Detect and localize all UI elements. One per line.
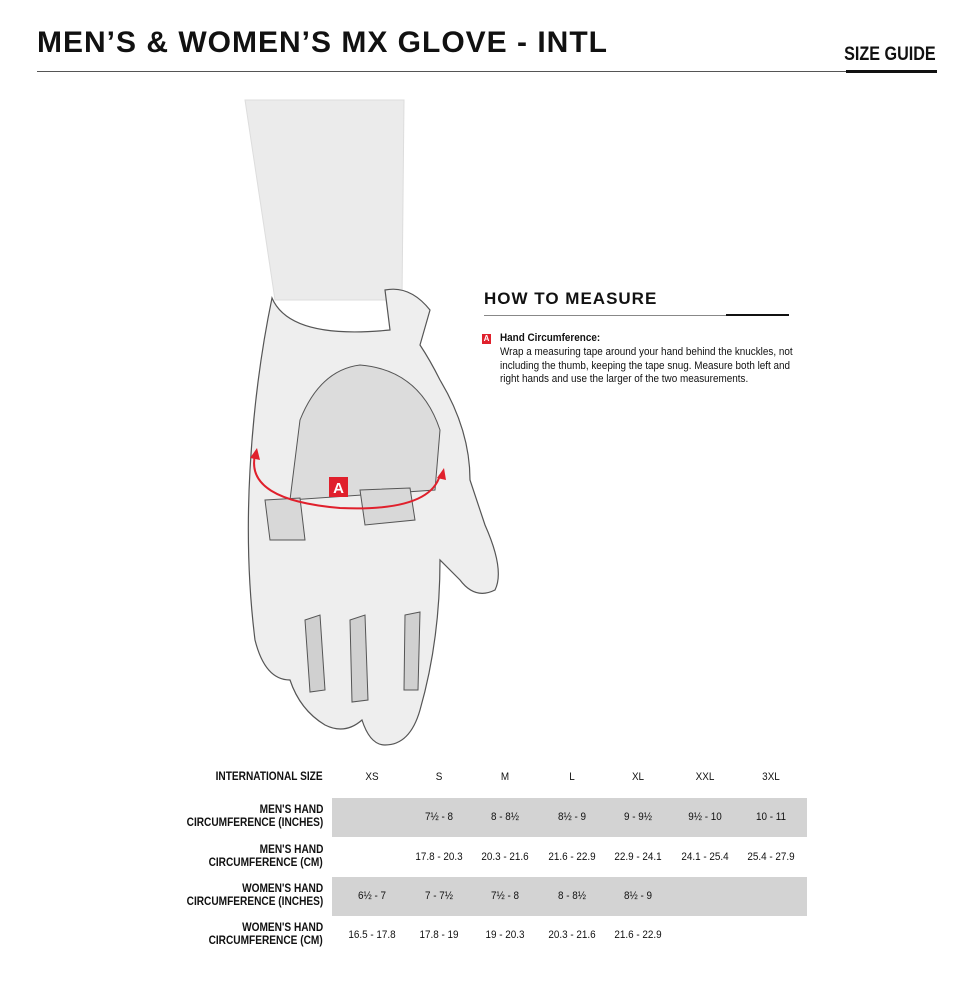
arm	[244, 99, 405, 301]
marker-a-label: A	[333, 480, 344, 497]
glove-illustration: A	[244, 99, 499, 746]
row-label: CIRCUMFERENCE (CM)	[208, 935, 323, 947]
table-cell: 9 - 9½	[623, 811, 653, 823]
table-cell: 6½ - 7	[357, 890, 387, 902]
table-cell: 9½ - 10	[688, 811, 722, 823]
marker-a-badge	[329, 477, 348, 497]
finger-guard	[349, 614, 369, 703]
table-cell: 16.5 - 17.8	[348, 929, 396, 941]
measuring-tape-line	[253, 454, 441, 510]
row-label: MEN'S HAND	[259, 804, 323, 816]
row-label: CIRCUMFERENCE (INCHES)	[186, 817, 323, 829]
row-label: MEN'S HAND	[259, 844, 323, 856]
section-label: SIZE GUIDE	[844, 44, 936, 65]
table-cell: 25.4 - 27.9	[747, 851, 795, 863]
size-header: M	[500, 771, 510, 783]
table-cell: 7 - 7½	[424, 890, 454, 902]
divider-accent	[726, 314, 789, 316]
size-header: XS	[365, 771, 379, 783]
divider-accent	[846, 70, 937, 73]
table-cell: 20.3 - 21.6	[481, 851, 529, 863]
finger-guard	[304, 614, 326, 693]
size-header: XL	[631, 771, 645, 783]
measure-item-text: Wrap a measuring tape around your hand b…	[500, 346, 793, 385]
table-cell: 24.1 - 25.4	[681, 851, 729, 863]
row-label: CIRCUMFERENCE (CM)	[208, 857, 323, 869]
how-to-measure-heading: HOW TO MEASURE	[484, 289, 658, 308]
table-cell: 8 - 8½	[490, 811, 520, 823]
table-header-label: INTERNATIONAL SIZE	[215, 771, 323, 783]
table-cell: 22.9 - 24.1	[614, 851, 662, 863]
row-label: CIRCUMFERENCE (INCHES)	[186, 896, 323, 908]
table-cell: 20.3 - 21.6	[548, 929, 596, 941]
table-cell: 7½ - 8	[490, 890, 520, 902]
size-header: S	[435, 771, 443, 783]
table-cell: 17.8 - 20.3	[415, 851, 463, 863]
page-title: MEN’S & WOMEN’S MX GLOVE - INTL	[37, 26, 608, 59]
finger-guard	[403, 611, 421, 691]
knuckle-guard	[264, 497, 306, 541]
row-label: WOMEN'S HAND	[241, 922, 323, 934]
table-cell: 21.6 - 22.9	[548, 851, 596, 863]
table-cell: 10 - 11	[755, 811, 787, 823]
table-cell: 7½ - 8	[424, 811, 454, 823]
table-cell: 19 - 20.3	[485, 929, 525, 941]
table-cell: 17.8 - 19	[419, 929, 459, 941]
size-header: XXL	[695, 771, 715, 783]
shaded-row-bg	[332, 798, 807, 837]
table-cell: 8½ - 9	[557, 811, 587, 823]
shaded-row-bg	[332, 877, 807, 916]
measure-item-title: Hand Circumference:	[500, 332, 601, 344]
table-cell: 8½ - 9	[623, 890, 653, 902]
glove-knuckle-panel	[289, 364, 441, 501]
divider	[484, 315, 789, 316]
size-header: 3XL	[762, 771, 780, 783]
size-header: L	[569, 771, 575, 783]
table-cell: 21.6 - 22.9	[614, 929, 662, 941]
row-label: WOMEN'S HAND	[241, 883, 323, 895]
divider	[37, 71, 937, 72]
marker-a-badge: A	[482, 334, 491, 344]
table-cell: 8 - 8½	[557, 890, 587, 902]
